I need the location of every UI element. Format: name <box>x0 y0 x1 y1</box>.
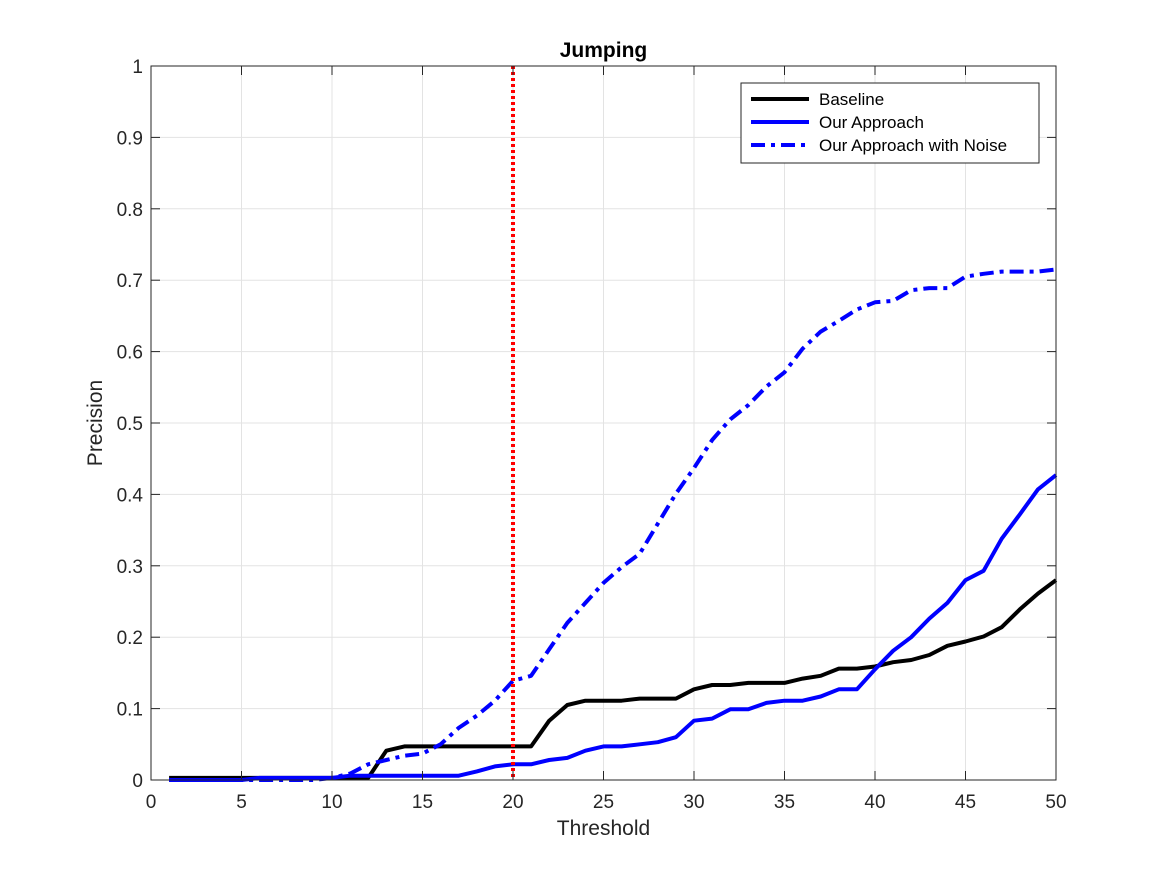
tick-labels: 0 5 10 15 20 25 30 35 40 45 50 0 0.1 0.2 0.3 0.4 0.5 0.6 0… <box>117 57 1067 813</box>
chart-title: Jumping <box>560 39 648 62</box>
grid <box>151 66 1056 780</box>
y-tick-label: 0.7 <box>117 271 143 292</box>
x-tick-label: 25 <box>593 792 614 813</box>
x-tick-label: 5 <box>236 792 247 813</box>
legend-label: Baseline <box>819 90 884 109</box>
y-tick-label: 1 <box>132 57 143 78</box>
y-tick-label: 0.4 <box>117 485 144 506</box>
y-tick-label: 0 <box>132 771 143 792</box>
y-axis-label: Precision <box>84 380 107 466</box>
y-tick-label: 0.6 <box>117 343 143 364</box>
x-axis-label: Threshold <box>557 817 650 840</box>
x-tick-label: 35 <box>774 792 795 813</box>
legend-label: Our Approach with Noise <box>819 136 1007 155</box>
x-tick-label: 45 <box>955 792 976 813</box>
y-tick-label: 0.5 <box>117 414 143 435</box>
y-tick-label: 0.8 <box>117 200 143 221</box>
x-tick-label: 0 <box>146 792 157 813</box>
legend-label: Our Approach <box>819 113 924 132</box>
x-tick-label: 50 <box>1045 792 1066 813</box>
y-tick-label: 0.2 <box>117 628 143 649</box>
x-tick-label: 30 <box>683 792 704 813</box>
y-tick-label: 0.3 <box>117 557 143 578</box>
x-tick-label: 15 <box>412 792 433 813</box>
series-line-our-approach-with-noise <box>169 267 1057 782</box>
y-tick-label: 0.9 <box>117 128 143 149</box>
y-tick-label: 0.1 <box>117 700 143 721</box>
x-tick-label: 40 <box>864 792 885 813</box>
x-tick-label: 10 <box>321 792 342 813</box>
series-line-our-approach <box>169 473 1058 782</box>
series-layer <box>169 267 1058 782</box>
x-tick-label: 20 <box>502 792 523 813</box>
ticks <box>150 65 1057 781</box>
legend: Baseline Our Approach Our Approach with No… <box>740 82 1040 164</box>
